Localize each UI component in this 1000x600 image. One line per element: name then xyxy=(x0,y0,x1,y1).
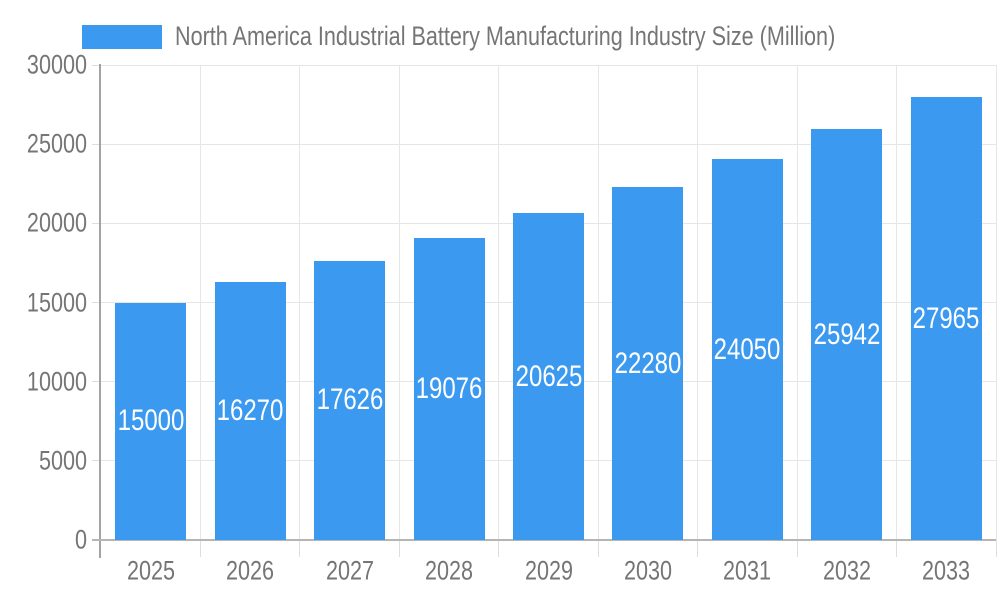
y-axis-tick-label: 10000 xyxy=(26,366,87,397)
x-axis-tick xyxy=(597,540,599,557)
y-axis-tick-label: 0 xyxy=(74,524,87,555)
x-axis-label: 2030 xyxy=(623,555,672,586)
x-axis-label: 2026 xyxy=(226,555,275,586)
y-axis-tick xyxy=(92,222,101,224)
bar-value-label: 15000 xyxy=(117,404,185,438)
bar-value-label: 25942 xyxy=(813,317,881,351)
x-axis-line xyxy=(92,539,996,541)
vertical-gridline xyxy=(498,65,500,540)
vertical-gridline xyxy=(597,65,599,540)
x-axis-tick xyxy=(299,540,301,557)
x-axis-tick xyxy=(697,540,699,557)
y-axis-tick xyxy=(92,460,101,462)
bar-value-label: 16270 xyxy=(216,394,284,428)
y-axis-tick xyxy=(92,143,101,145)
y-axis-tick-label: 30000 xyxy=(26,49,87,80)
vertical-gridline xyxy=(796,65,798,540)
bar[interactable] xyxy=(910,97,982,540)
bar[interactable] xyxy=(711,159,783,540)
plot-right-border xyxy=(995,65,997,540)
x-axis-tick xyxy=(199,540,201,557)
horizontal-gridline xyxy=(101,64,996,66)
x-axis-label: 2027 xyxy=(325,555,374,586)
bar[interactable] xyxy=(612,187,684,540)
y-axis-line xyxy=(99,64,101,558)
x-axis-label: 2031 xyxy=(723,555,772,586)
y-axis-tick-label: 25000 xyxy=(26,128,87,159)
bar-value-label: 20625 xyxy=(515,359,582,393)
legend-label: North America Industrial Battery Manufac… xyxy=(175,21,836,51)
x-axis-label: 2029 xyxy=(524,555,573,586)
y-axis-tick xyxy=(92,381,101,383)
x-axis-tick xyxy=(995,540,997,557)
bar[interactable] xyxy=(214,282,286,540)
x-axis-tick xyxy=(896,540,898,557)
y-axis-tick-label: 15000 xyxy=(26,287,87,317)
y-axis-tick-label: 20000 xyxy=(26,207,87,238)
y-axis-tick xyxy=(92,64,101,66)
bar-value-label: 22280 xyxy=(614,346,682,380)
x-axis-tick xyxy=(796,540,798,557)
bar[interactable] xyxy=(115,302,187,540)
vertical-gridline xyxy=(199,65,201,540)
x-axis-label: 2032 xyxy=(822,555,871,586)
bar-value-label: 19076 xyxy=(415,371,483,405)
bar-value-label: 17626 xyxy=(316,383,383,417)
legend-swatch xyxy=(82,24,162,49)
x-axis-label: 2025 xyxy=(126,555,175,586)
horizontal-gridline xyxy=(101,143,996,145)
legend[interactable]: North America Industrial Battery Manufac… xyxy=(82,21,1000,52)
x-axis-tick xyxy=(398,540,400,557)
x-axis-tick xyxy=(498,540,500,557)
bar[interactable] xyxy=(413,237,485,540)
vertical-gridline xyxy=(398,65,400,540)
y-axis-tick xyxy=(92,302,101,303)
y-axis-tick-label: 5000 xyxy=(38,445,87,476)
bar[interactable] xyxy=(811,129,883,540)
vertical-gridline xyxy=(697,65,699,540)
bar-value-label: 27965 xyxy=(912,301,980,335)
bar-value-label: 24050 xyxy=(714,332,781,366)
x-axis-label: 2028 xyxy=(425,555,474,586)
vertical-gridline xyxy=(299,65,301,540)
bar[interactable] xyxy=(513,213,584,540)
x-axis-label: 2033 xyxy=(922,555,971,586)
bar[interactable] xyxy=(314,260,386,540)
vertical-gridline xyxy=(896,65,898,540)
